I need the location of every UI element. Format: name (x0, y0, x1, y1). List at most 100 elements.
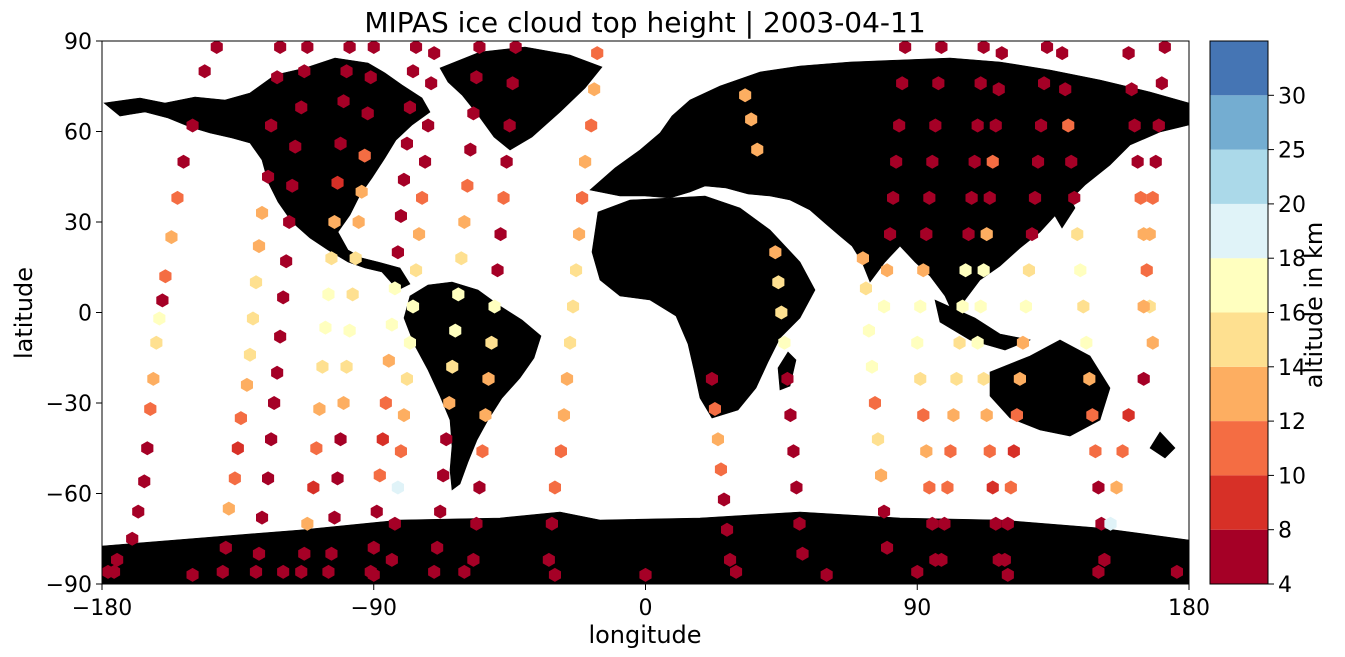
cloud-point (959, 263, 972, 278)
cloud-point (252, 239, 266, 254)
colorbar-bin (1210, 366, 1268, 422)
cloud-point (337, 94, 350, 109)
cloud-point (980, 227, 993, 242)
cloud-point (156, 293, 169, 308)
cloud-point (560, 371, 574, 386)
cloud-point (1110, 480, 1123, 495)
cloud-point (425, 76, 438, 91)
cloud-point (410, 41, 423, 54)
cloud-point (322, 287, 335, 302)
cloud-point (298, 546, 311, 561)
cloud-point (983, 444, 996, 459)
cloud-point (820, 567, 833, 582)
cloud-point (871, 432, 885, 447)
colorbar-bin (1210, 529, 1268, 584)
cloud-point (506, 76, 519, 91)
cloud-point (787, 444, 800, 459)
cloud-point (256, 510, 269, 525)
cloud-point (434, 504, 447, 519)
cloud-point (1041, 41, 1054, 54)
cloud-point (986, 154, 999, 169)
cloud-point (971, 335, 984, 350)
cloud-point (1131, 154, 1144, 169)
cloud-point (962, 227, 975, 242)
cloud-point (262, 471, 275, 486)
cloud-point (1071, 227, 1084, 242)
africa (591, 195, 816, 419)
cloud-point (141, 441, 154, 456)
cloud-point (796, 546, 809, 561)
cloud-point (1025, 227, 1039, 242)
cloud-point (388, 281, 401, 296)
cloud-point (1074, 263, 1087, 278)
cloud-point (295, 100, 308, 115)
cloud-point (319, 320, 332, 335)
cloud-point (714, 462, 727, 477)
cloud-point (376, 432, 389, 447)
cloud-point (138, 474, 151, 489)
cloud-point (256, 205, 269, 220)
cloud-point (1140, 263, 1153, 278)
cloud-point (403, 100, 416, 115)
cloud-point (458, 564, 471, 579)
cloud-point (340, 64, 353, 79)
cloud-point (283, 215, 296, 229)
cloud-point (926, 154, 939, 169)
cloud-point (352, 215, 365, 229)
cloud-point (911, 335, 924, 350)
cloud-point (923, 480, 936, 495)
cloud-point (573, 227, 586, 242)
cloud-point (639, 567, 652, 582)
cloud-point (775, 305, 788, 320)
cloud-point (289, 139, 302, 154)
cloud-point (914, 299, 927, 314)
cloud-point (1016, 335, 1029, 350)
cloud-point (1134, 190, 1147, 205)
cloud-point (485, 335, 498, 350)
cloud-point (349, 251, 362, 266)
chart-title: MIPAS ice cloud top height | 2003-04-11 (364, 6, 925, 39)
cloud-point (153, 311, 166, 326)
cloud-point (1032, 154, 1045, 169)
cloud-point (784, 408, 797, 423)
cloud-point (896, 76, 909, 91)
cloud-point (911, 564, 924, 579)
cloud-point (461, 178, 474, 193)
cloud-point (295, 564, 308, 579)
cloud-point (228, 471, 241, 486)
colorbar-tick-label: 16 (1278, 302, 1306, 327)
cloud-point (893, 118, 906, 133)
cloud-point (132, 504, 145, 519)
y-tick-label: −90 (46, 573, 92, 598)
cloud-point (470, 70, 483, 85)
cloud-point (111, 552, 124, 567)
cloud-point (865, 359, 878, 374)
cloud-point (745, 112, 758, 127)
cloud-point (579, 154, 592, 169)
cloud-point (1137, 371, 1150, 386)
cloud-point (1149, 154, 1162, 169)
cloud-point (545, 516, 558, 531)
cloud-point (473, 480, 486, 495)
x-tick-label: 0 (639, 596, 653, 621)
cloud-point (974, 76, 987, 91)
cloud-point (397, 408, 410, 423)
cloud-point (1104, 516, 1117, 531)
cloud-point (334, 136, 347, 151)
cloud-point (1125, 82, 1138, 97)
cloud-point (977, 263, 990, 278)
cloud-point (274, 329, 287, 344)
cloud-point (917, 263, 930, 278)
colorbar-tick-label: 4 (1278, 573, 1292, 598)
cloud-point (500, 154, 513, 169)
cloud-point (243, 347, 256, 362)
cloud-point (1092, 480, 1105, 495)
cloud-point (325, 546, 338, 561)
cloud-point (334, 432, 347, 447)
cloud-point (479, 408, 492, 423)
cloud-point (739, 88, 752, 103)
cloud-point (1059, 82, 1072, 97)
cloud-points (102, 41, 1183, 582)
cloud-point (126, 531, 139, 546)
cloud-point (428, 564, 441, 579)
